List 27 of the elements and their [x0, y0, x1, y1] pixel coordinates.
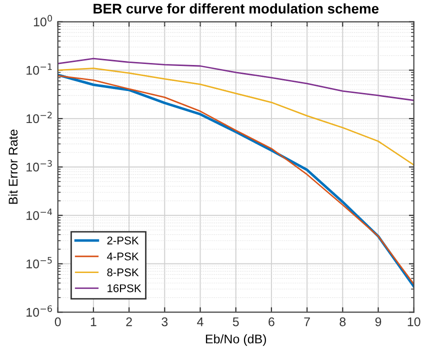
- chart-title: BER curve for different modulation scheme: [94, 3, 379, 14]
- legend-label: 4-PSK: [106, 252, 139, 260]
- x-tick-label: 6: [268, 317, 274, 326]
- x-tick-label: 3: [162, 317, 168, 326]
- x-tick-label: 2: [126, 317, 132, 326]
- y-axis-title: Bit Error Rate: [8, 130, 18, 204]
- legend-label: 8-PSK: [107, 268, 139, 276]
- x-tick-label: 7: [304, 318, 310, 326]
- line-series: [58, 58, 414, 102]
- x-tick-label: 0: [54, 317, 61, 326]
- y-tick-label: 10$^{−2}$: [26, 112, 52, 124]
- x-tick-label: 9: [375, 317, 382, 326]
- y-tick-label: 10$^{−5}$: [26, 257, 52, 268]
- x-tick-label: 10: [408, 317, 420, 326]
- y-tick-label: 10$^{0}$: [34, 14, 52, 26]
- x-tick-label: 1: [90, 318, 96, 326]
- y-tick-label: 10$^{−3}$: [26, 160, 52, 172]
- x-axis-title: Eb/No (dB): [206, 334, 266, 346]
- x-tick-label: 5: [232, 318, 239, 326]
- line-series: [58, 68, 414, 166]
- x-tick-label: 8: [340, 317, 346, 326]
- y-tick-label: 10$^{−1}$: [26, 63, 52, 75]
- y-tick-label: 10$^{−4}$: [26, 208, 52, 220]
- legend-label: 2-PSK: [107, 236, 139, 244]
- legend-label: 16PSK: [108, 284, 142, 292]
- x-tick-label: 4: [197, 318, 204, 326]
- y-tick-label: 10$^{−6}$: [26, 305, 52, 317]
